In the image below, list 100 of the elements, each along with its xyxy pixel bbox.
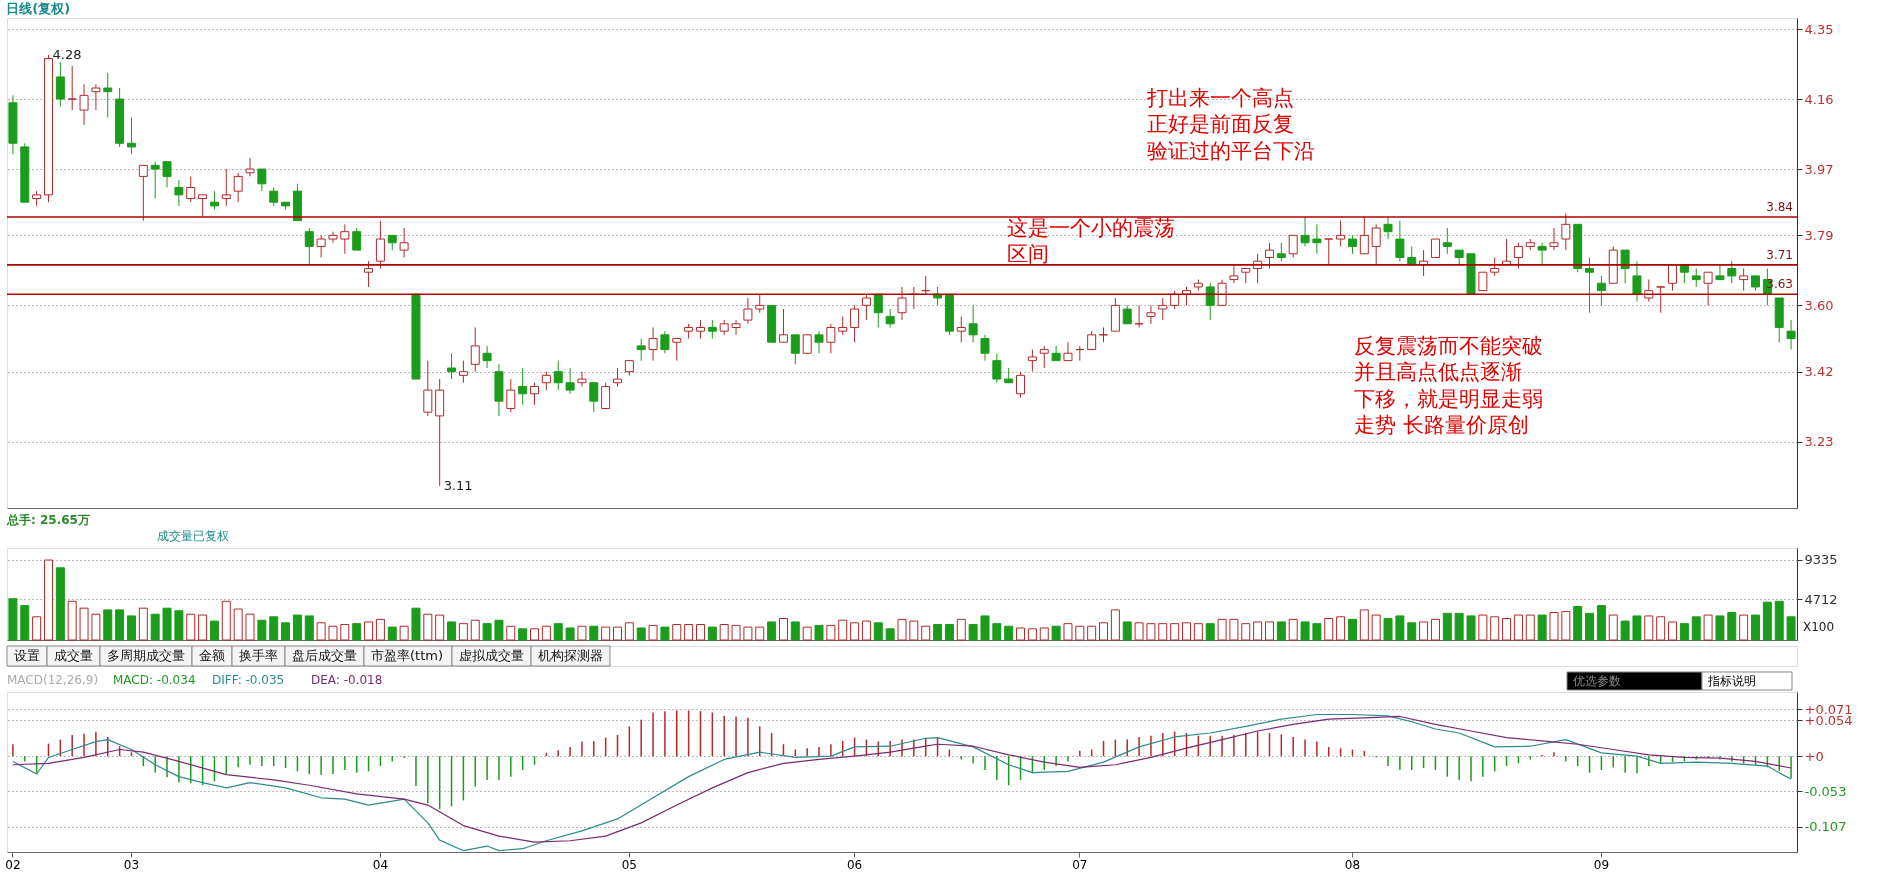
text: 市盈率(ttm): [371, 648, 444, 663]
bar: [873, 622, 883, 641]
text: MACD: -0.034: [113, 673, 196, 687]
text: 设置: [14, 648, 40, 663]
bar: [1253, 621, 1263, 641]
candlestick: [1217, 279, 1227, 306]
bar: [1288, 618, 1298, 641]
x-tick-label: 04: [372, 857, 389, 872]
bar: [233, 608, 243, 641]
candlestick: [1336, 220, 1346, 247]
bar: [292, 614, 302, 641]
candlestick: [1727, 260, 1737, 284]
candlestick: [1312, 223, 1322, 255]
chart-title: 日线(复权): [6, 1, 71, 16]
candlestick: [186, 175, 196, 203]
y-tick-label: 3.97: [1804, 161, 1834, 177]
bar: [1715, 615, 1725, 641]
candlestick: [1442, 227, 1452, 255]
candlestick: [1288, 234, 1298, 258]
bar: [518, 628, 528, 641]
candlestick: [1549, 227, 1559, 251]
bar: [1099, 622, 1109, 641]
bar: [1596, 605, 1606, 641]
bar: [1110, 609, 1120, 641]
bar: [126, 615, 136, 641]
text: 优选参数: [1573, 674, 1621, 688]
candlestick: [731, 319, 741, 336]
candlestick: [458, 360, 468, 384]
bar: [1620, 620, 1630, 641]
candlestick: [198, 194, 208, 218]
bar: [1134, 622, 1144, 641]
y-tick-label: 4712: [1804, 591, 1838, 607]
bar: [624, 622, 634, 641]
bar: [1027, 628, 1037, 641]
x-tick-label: 08: [1344, 857, 1361, 872]
y-tick-label: -0.107: [1804, 819, 1847, 835]
bar: [43, 559, 53, 641]
candlestick: [1668, 264, 1678, 292]
candlestick: [1264, 242, 1274, 270]
x-tick-label: 07: [1072, 857, 1088, 872]
bar: [1502, 618, 1512, 641]
bar: [541, 625, 551, 641]
candlestick: [613, 367, 622, 387]
bar: [1419, 621, 1429, 641]
bar: [1193, 623, 1203, 641]
candlestick: [518, 367, 528, 406]
candlestick: [1027, 349, 1037, 373]
x-tick-label: 03: [123, 857, 140, 872]
bar: [719, 624, 729, 641]
annotation: 4.28: [52, 46, 82, 62]
text: 金额: [199, 648, 225, 663]
annotation: 打出来一个高点正好是前面反复验证过的平台下沿: [1146, 86, 1315, 163]
bar: [589, 625, 599, 641]
bar: [209, 620, 219, 641]
bar: [423, 613, 433, 641]
candlestick: [541, 371, 551, 391]
bar: [802, 626, 812, 641]
bar: [221, 600, 231, 641]
candlestick: [1146, 304, 1156, 325]
bar: [1407, 622, 1417, 641]
bar: [375, 618, 385, 641]
y-tick-label: 4.35: [1804, 21, 1834, 37]
bar: [1241, 623, 1251, 641]
bar: [1217, 618, 1227, 641]
bar: [32, 616, 42, 641]
candlestick: [778, 308, 788, 343]
bar: [435, 614, 445, 641]
text: 盘后成交量: [292, 648, 357, 663]
candlestick: [221, 168, 231, 207]
bar: [1063, 623, 1073, 641]
bar: [1300, 621, 1310, 641]
bar: [992, 623, 1002, 641]
candlestick: [755, 293, 765, 314]
bar: [340, 624, 350, 641]
candlestick: [364, 260, 374, 288]
candlestick: [565, 367, 575, 395]
bar: [411, 607, 421, 641]
bar: [364, 621, 374, 641]
bar: [1549, 611, 1559, 641]
bar: [79, 607, 89, 641]
candlestick: [980, 334, 990, 362]
x-tick-label: 06: [846, 857, 863, 872]
y-tick-label: 9335: [1804, 552, 1838, 568]
candlestick: [660, 330, 670, 354]
text: DEA: -0.018: [311, 673, 383, 687]
bar: [494, 619, 504, 641]
bar: [1703, 614, 1713, 641]
bar: [956, 618, 966, 641]
candlestick: [162, 161, 172, 188]
candlestick: [1087, 330, 1097, 351]
bar: [1490, 616, 1500, 641]
bar: [174, 610, 184, 641]
bar: [1525, 614, 1535, 641]
candlestick: [399, 227, 409, 258]
y-tick-label: 3.79: [1804, 227, 1834, 243]
bar: [1324, 618, 1334, 641]
bar: [1371, 614, 1381, 641]
candlestick: [1371, 223, 1381, 266]
bar: [328, 625, 338, 641]
bar: [399, 625, 409, 641]
